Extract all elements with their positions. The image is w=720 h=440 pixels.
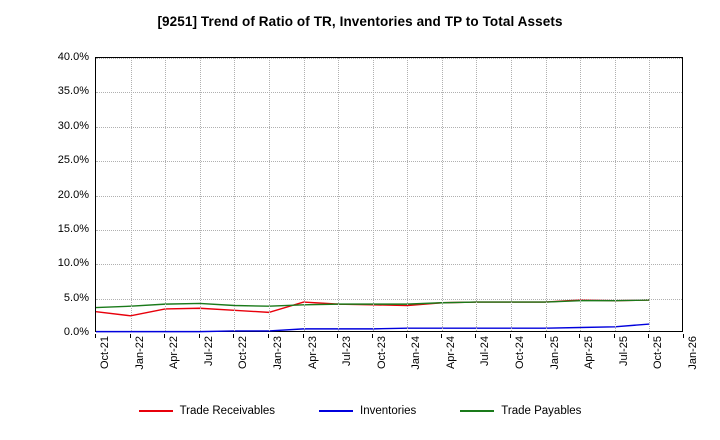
- x-tick-label: Jan-25: [548, 336, 561, 370]
- x-tick-mark: [198, 334, 200, 338]
- gridline-vertical: [649, 58, 651, 331]
- x-tick-label: Jan-22: [133, 336, 146, 370]
- x-tick-label: Jan-23: [271, 336, 284, 370]
- y-tick-label: 5.0%: [63, 291, 89, 304]
- x-tick-label: Jan-26: [687, 336, 699, 370]
- gridline-vertical: [130, 58, 132, 331]
- y-tick-label: 15.0%: [57, 222, 89, 235]
- legend-item: Inventories: [319, 405, 416, 417]
- gridline-vertical: [338, 58, 340, 331]
- x-tick-label: Oct-22: [237, 336, 250, 370]
- legend-item: Trade Payables: [460, 405, 581, 417]
- x-tick-mark: [95, 334, 96, 338]
- legend-swatch: [460, 410, 495, 412]
- x-tick-mark: [510, 334, 512, 338]
- x-tick-mark: [406, 334, 408, 338]
- x-tick-label: Jul-24: [479, 336, 492, 366]
- x-tick-label: Apr-23: [306, 336, 319, 370]
- gridline-vertical: [199, 58, 201, 331]
- x-tick-mark: [267, 334, 269, 338]
- x-tick-mark: [302, 334, 304, 338]
- y-tick-label: 20.0%: [57, 188, 89, 201]
- x-tick-label: Oct-23: [375, 336, 388, 370]
- x-tick-mark: [337, 334, 339, 338]
- x-tick-mark: [613, 334, 615, 338]
- x-tick-mark: [683, 334, 684, 338]
- legend-label: Trade Payables: [501, 405, 582, 417]
- gridline-vertical: [372, 58, 374, 331]
- chart-title: [9251] Trend of Ratio of TR, Inventories…: [157, 14, 563, 29]
- x-tick-mark: [233, 334, 235, 338]
- y-tick-label: 10.0%: [57, 257, 89, 270]
- legend-swatch: [319, 410, 354, 412]
- x-tick-mark: [371, 334, 373, 338]
- gridline-vertical: [476, 58, 478, 331]
- x-tick-label: Jul-25: [617, 336, 630, 366]
- legend-item: Trade Receivables: [138, 405, 276, 417]
- gridline-vertical: [165, 58, 167, 331]
- x-tick-label: Apr-25: [583, 336, 596, 370]
- gridline-vertical: [441, 58, 443, 331]
- x-tick-label: Oct-21: [99, 336, 111, 370]
- x-tick-label: Jul-22: [202, 336, 215, 366]
- x-tick-mark: [129, 334, 131, 338]
- x-tick-mark: [164, 334, 166, 338]
- gridline-vertical: [511, 58, 513, 331]
- gridline-horizontal: [96, 264, 682, 266]
- x-tick-label: Oct-25: [652, 336, 665, 370]
- y-axis-tick-labels: 0.0% 5.0% 10.0% 15.0% 20.0% 25.0% 30.0% 35.0% 40…: [33, 51, 89, 338]
- x-axis-tick-labels: Oct-21 Jan-22 Apr-22 Jul-22 Oct-22 Jan-23 Apr-…: [95, 334, 699, 404]
- x-tick-mark: [648, 334, 650, 338]
- gridline-vertical: [268, 58, 270, 331]
- x-tick-mark: [440, 334, 442, 338]
- gridline-horizontal: [96, 298, 682, 300]
- x-tick-label: Jul-23: [341, 336, 354, 366]
- chart-legend: Trade Receivables Inventories Trade Payabl…: [0, 405, 720, 417]
- x-tick-label: Apr-24: [444, 336, 457, 370]
- legend-label: Trade Receivables: [179, 405, 276, 417]
- y-tick-label: 35.0%: [57, 85, 89, 98]
- gridline-vertical: [234, 58, 236, 331]
- x-tick-label: Oct-24: [514, 336, 527, 370]
- gridline-horizontal: [96, 92, 682, 94]
- gridline-horizontal: [96, 195, 682, 197]
- plot-area: [95, 57, 683, 333]
- x-tick-mark: [475, 334, 477, 338]
- gridline-vertical: [545, 58, 547, 331]
- y-tick-label: 25.0%: [57, 154, 89, 167]
- legend-swatch: [138, 410, 173, 412]
- x-tick-mark: [544, 334, 546, 338]
- gridline-vertical: [303, 58, 305, 331]
- gridline-vertical: [407, 58, 409, 331]
- gridline-horizontal: [96, 58, 682, 59]
- gridline-horizontal: [96, 229, 682, 231]
- y-tick-label: 0.0%: [63, 326, 89, 338]
- gridline-vertical: [614, 58, 616, 331]
- y-tick-label: 30.0%: [57, 119, 89, 132]
- y-tick-label: 40.0%: [57, 51, 89, 63]
- legend-label: Inventories: [360, 405, 417, 417]
- x-tick-label: Jan-24: [410, 336, 423, 370]
- gridline-horizontal: [96, 126, 682, 128]
- x-tick-mark: [579, 334, 581, 338]
- gridline-vertical: [580, 58, 582, 331]
- x-tick-label: Apr-22: [168, 336, 181, 370]
- gridline-horizontal: [96, 161, 682, 163]
